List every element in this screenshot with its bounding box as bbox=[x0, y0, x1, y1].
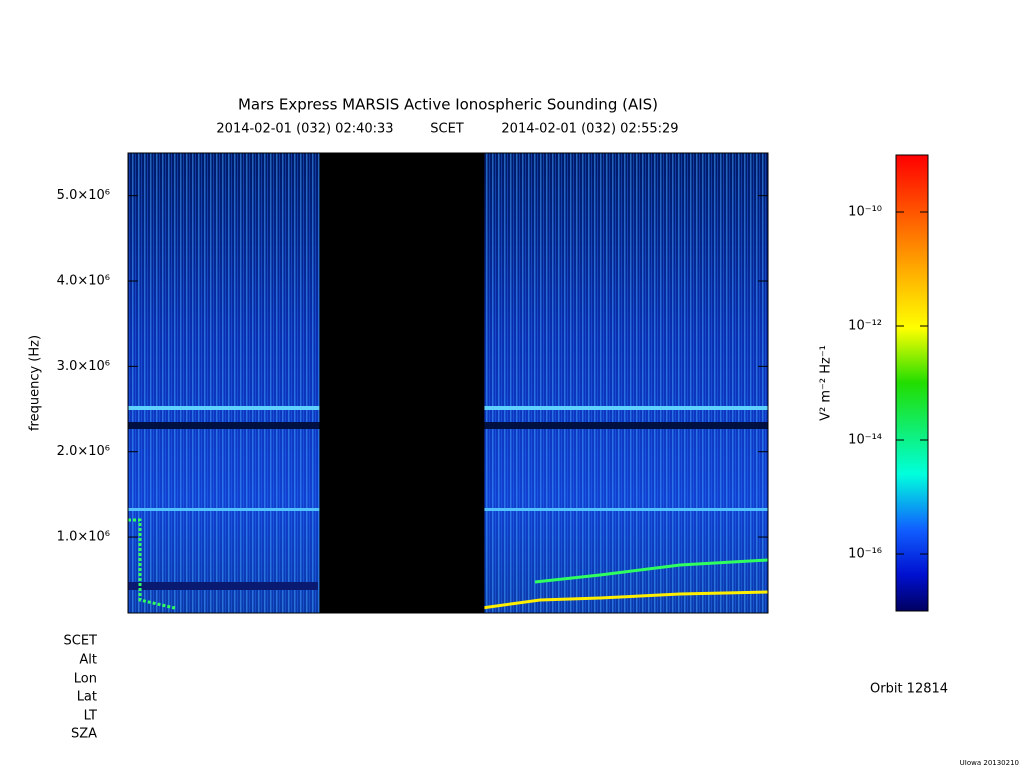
y-tick-label: 3.0×10⁶ bbox=[57, 359, 110, 374]
colorbar-tick-label: 10⁻¹⁴ bbox=[848, 433, 882, 448]
ephemeris-label: Lat bbox=[77, 690, 97, 705]
colorbar-tick-label: 10⁻¹² bbox=[848, 319, 882, 334]
chart-title: Mars Express MARSIS Active Ionospheric S… bbox=[238, 96, 658, 114]
data-gap bbox=[319, 153, 485, 613]
y-tick-label: 2.0×10⁶ bbox=[57, 444, 110, 459]
credit: UIowa 20130210 bbox=[960, 759, 1019, 767]
y-tick-label: 1.0×10⁶ bbox=[57, 530, 110, 545]
y-tick-label: 5.0×10⁶ bbox=[57, 188, 110, 203]
ephemeris-label: Alt bbox=[79, 653, 97, 668]
ephemeris-label: SZA bbox=[71, 727, 97, 742]
y-tick-label: 4.0×10⁶ bbox=[57, 274, 110, 289]
subtitle-start: 2014-02-01 (032) 02:40:33 bbox=[216, 122, 393, 137]
colorbar-tick-label: 10⁻¹⁰ bbox=[848, 205, 882, 220]
colorbar bbox=[895, 154, 929, 612]
y-axis-label: frequency (Hz) bbox=[28, 335, 43, 431]
x-axis-label: SCET bbox=[64, 634, 98, 649]
subtitle-mid: SCET bbox=[430, 122, 464, 137]
ephemeris-label: Lon bbox=[74, 672, 97, 687]
colorbar-tick-label: 10⁻¹⁶ bbox=[848, 547, 882, 562]
ephemeris-label: LT bbox=[84, 709, 97, 724]
orbit-label: Orbit 12814 bbox=[870, 682, 948, 697]
subtitle-end: 2014-02-01 (032) 02:55:29 bbox=[501, 122, 678, 137]
colorbar-label: V² m⁻² Hz⁻¹ bbox=[819, 345, 834, 421]
plot-frame bbox=[127, 152, 769, 614]
